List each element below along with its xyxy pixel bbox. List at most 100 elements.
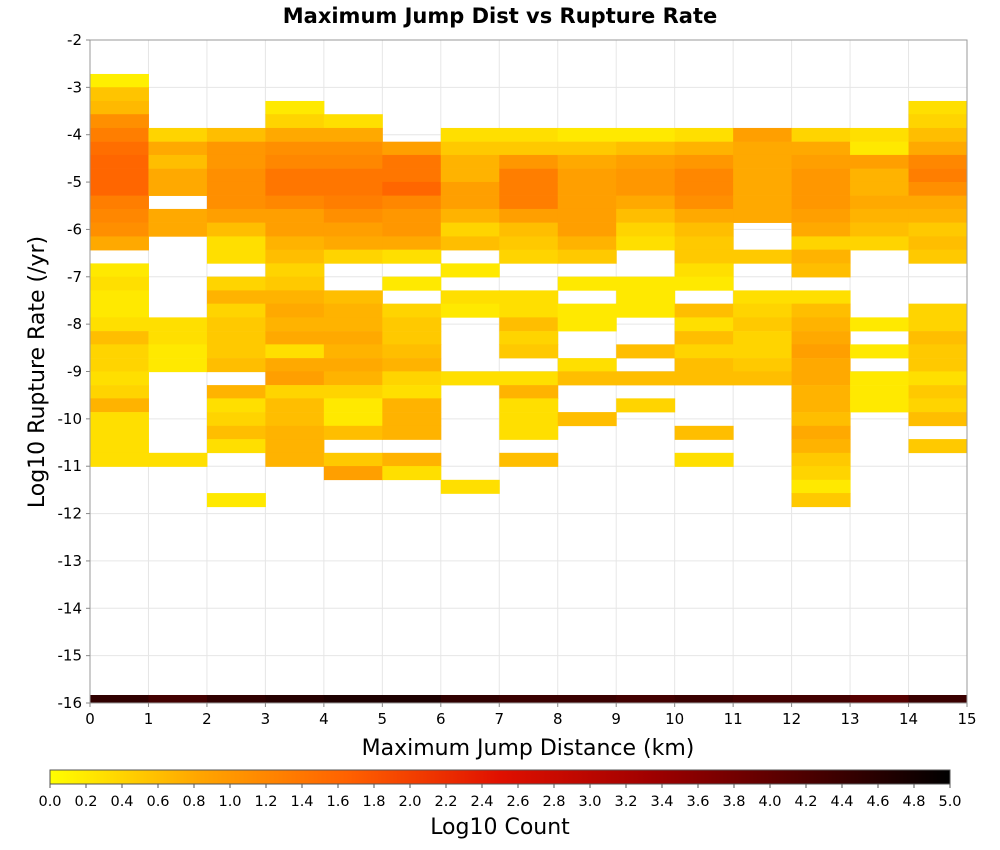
- colorbar-tick-label: 0.2: [74, 794, 97, 810]
- heatmap-cell: [440, 263, 500, 278]
- colorbar-tick-label: 3.6: [686, 794, 709, 810]
- heatmap-cell: [90, 452, 149, 467]
- heatmap-cell: [616, 236, 676, 251]
- heatmap-cell-bottom-row: [616, 695, 676, 703]
- heatmap-cell: [733, 141, 793, 156]
- heatmap-cell: [265, 168, 325, 183]
- heatmap-cell: [850, 181, 910, 196]
- heatmap-cell: [382, 317, 442, 332]
- heatmap-cells: [90, 73, 968, 703]
- heatmap-cell: [265, 358, 325, 373]
- x-tick-label: 3: [261, 710, 271, 728]
- heatmap-cell: [440, 479, 500, 494]
- heatmap-cell: [148, 222, 208, 237]
- heatmap-cell: [265, 154, 325, 169]
- heatmap-cell: [674, 452, 734, 467]
- heatmap-cell: [382, 452, 442, 467]
- heatmap-cell: [557, 168, 617, 183]
- heatmap-cell: [674, 344, 734, 359]
- heatmap-cell: [323, 412, 383, 427]
- heatmap-cell-bottom-row: [323, 695, 383, 703]
- heatmap-cell: [557, 236, 617, 251]
- heatmap-cell: [674, 331, 734, 346]
- heatmap-cell: [674, 276, 734, 291]
- heatmap-cell: [323, 371, 383, 386]
- y-axis-label: Log10 Rupture Rate (/yr): [25, 236, 50, 508]
- heatmap-cell-bottom-row: [206, 695, 266, 703]
- heatmap-cell: [90, 127, 149, 142]
- heatmap-cell: [616, 195, 676, 210]
- x-axis-label: Maximum Jump Distance (km): [362, 736, 695, 761]
- heatmap-cell: [499, 168, 559, 183]
- heatmap-cell: [908, 249, 968, 264]
- colorbar-tick-label: 0.4: [110, 794, 133, 810]
- heatmap-cell: [148, 168, 208, 183]
- heatmap-cell: [90, 114, 149, 129]
- heatmap-cell: [148, 344, 208, 359]
- heatmap-cell: [206, 358, 266, 373]
- heatmap-cell: [323, 398, 383, 413]
- heatmap-cell: [499, 290, 559, 305]
- heatmap-cell: [440, 208, 500, 223]
- colorbar-tick-label: 1.2: [254, 794, 277, 810]
- heatmap-cell: [499, 195, 559, 210]
- heatmap-cell: [265, 222, 325, 237]
- heatmap-cell: [674, 303, 734, 318]
- heatmap-cell: [382, 358, 442, 373]
- colorbar-tick-label: 1.0: [218, 794, 241, 810]
- heatmap-cell: [265, 425, 325, 440]
- heatmap-cell: [616, 371, 676, 386]
- heatmap-cell: [499, 222, 559, 237]
- heatmap-cell: [382, 141, 442, 156]
- heatmap-cell: [206, 236, 266, 251]
- heatmap-cell: [557, 208, 617, 223]
- heatmap-cell: [616, 168, 676, 183]
- heatmap-cell: [323, 452, 383, 467]
- heatmap-cell: [90, 344, 149, 359]
- heatmap-cell: [557, 249, 617, 264]
- heatmap-cell: [791, 358, 851, 373]
- heatmap-cell: [323, 168, 383, 183]
- heatmap-cell: [440, 127, 500, 142]
- heatmap-cell: [206, 317, 266, 332]
- heatmap-cell: [382, 466, 442, 481]
- heatmap-cell: [908, 358, 968, 373]
- heatmap-cell: [265, 141, 325, 156]
- heatmap-cell: [791, 344, 851, 359]
- heatmap-cell: [850, 317, 910, 332]
- heatmap-cell: [90, 222, 149, 237]
- heatmap-cell-bottom-row: [90, 695, 149, 703]
- heatmap-cell: [674, 168, 734, 183]
- heatmap-cell: [499, 385, 559, 400]
- colorbar-tick-label: 0.0: [38, 794, 61, 810]
- heatmap-cell: [148, 154, 208, 169]
- heatmap-cell: [323, 466, 383, 481]
- heatmap-cell: [908, 181, 968, 196]
- heatmap-cell: [499, 236, 559, 251]
- heatmap-cell: [148, 317, 208, 332]
- heatmap-cell-bottom-row: [791, 695, 851, 703]
- colorbar-tick-label: 0.8: [182, 794, 205, 810]
- heatmap-cell: [908, 331, 968, 346]
- heatmap-cell: [908, 114, 968, 129]
- heatmap-cell: [674, 236, 734, 251]
- heatmap-cell: [557, 141, 617, 156]
- colorbar: [49, 769, 951, 785]
- heatmap-cell: [440, 303, 500, 318]
- heatmap-cell: [323, 249, 383, 264]
- heatmap-cell: [265, 100, 325, 115]
- heatmap-cell: [850, 371, 910, 386]
- heatmap-cell: [733, 181, 793, 196]
- heatmap-cell: [206, 439, 266, 454]
- heatmap-cell: [265, 114, 325, 129]
- heatmap-cell: [733, 290, 793, 305]
- y-tick-label: -12: [58, 505, 83, 523]
- heatmap-cell: [206, 181, 266, 196]
- heatmap-cell: [557, 276, 617, 291]
- heatmap-cell: [206, 168, 266, 183]
- heatmap-cell: [382, 236, 442, 251]
- heatmap-cell-bottom-row: [674, 695, 734, 703]
- heatmap-cell: [557, 371, 617, 386]
- heatmap-cell: [850, 168, 910, 183]
